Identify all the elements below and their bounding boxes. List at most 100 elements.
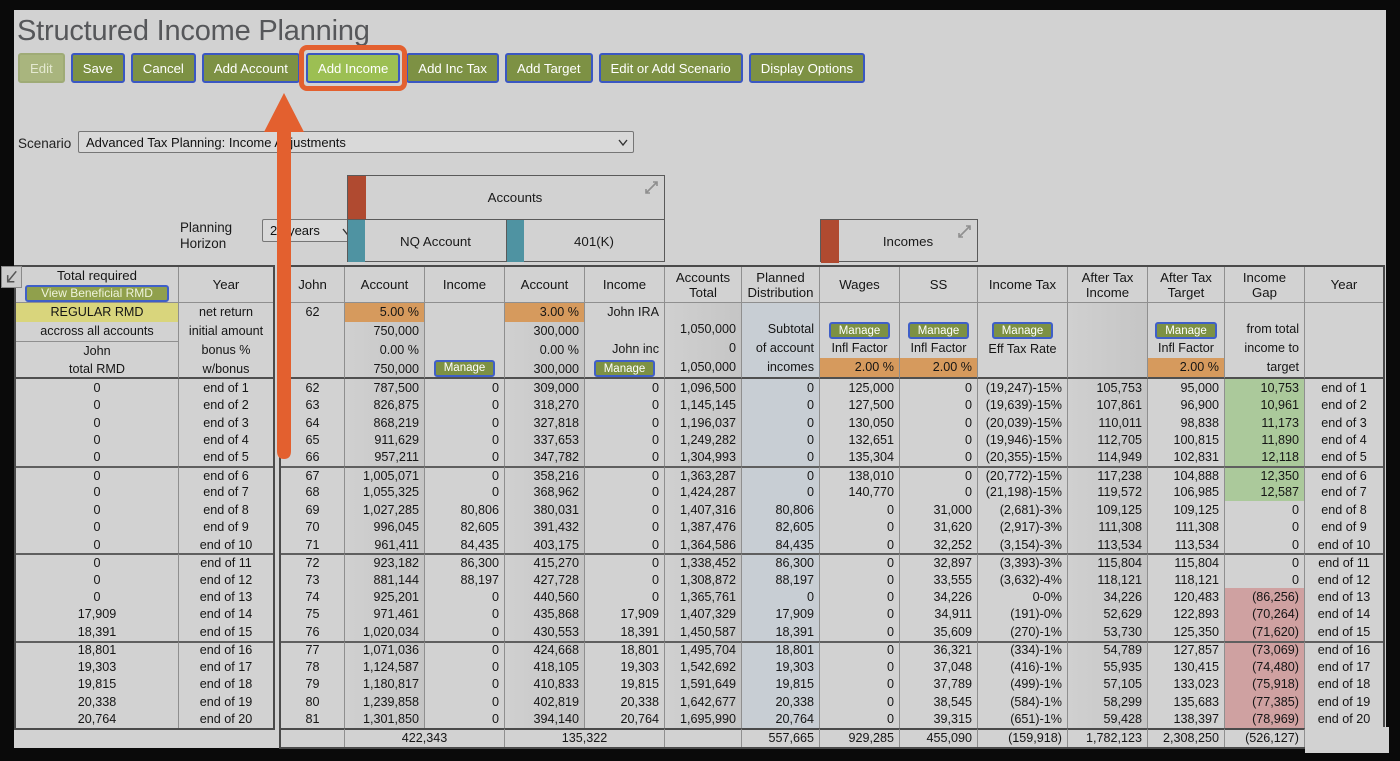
red-grip-bar[interactable] [821, 220, 839, 263]
setup-line: 1,050,000 [679, 360, 736, 374]
add-income-button[interactable]: Add Income [305, 53, 401, 83]
setup-line: John IRA [607, 305, 659, 319]
setup-line: 750,000 [373, 324, 419, 338]
edit-or-add-scenario-button[interactable]: Edit or Add Scenario [598, 53, 743, 83]
rmd-cell: 0 [16, 553, 179, 571]
data-cell: (334)-1% [978, 640, 1068, 658]
collapse-table-icon[interactable] [1, 266, 22, 288]
data-cell: 1,027,285 [345, 501, 425, 519]
red-grip-bar[interactable] [348, 176, 366, 219]
data-cell: 37,789 [900, 675, 978, 693]
rmd-setup-line: total RMD [69, 362, 125, 376]
column-header: Income Gap [1225, 267, 1305, 303]
data-cell: 1,124,587 [345, 658, 425, 676]
rmd-setup-year-line: initial amount [188, 324, 264, 338]
setup-line [585, 322, 664, 340]
totals-cell [281, 727, 345, 747]
manage-button[interactable]: Manage [991, 322, 1054, 340]
data-cell: 127,500 [820, 396, 900, 414]
year-cell: end of 9 [203, 520, 249, 535]
add-account-button[interactable]: Add Account [201, 53, 300, 83]
column-header: Planned Distribution [742, 267, 820, 303]
add-income-highlight-box: Add Income [298, 45, 408, 91]
totals-cell: 2,308,250 [1148, 727, 1225, 747]
data-cell: 1,407,329 [665, 605, 742, 624]
data-cell: 1,055,325 [345, 483, 425, 502]
data-cell: 138,397 [1148, 710, 1225, 728]
data-cell: 138,010 [820, 466, 900, 484]
add-target-button[interactable]: Add Target [504, 53, 593, 83]
year-cell: end of 6 [179, 466, 273, 483]
manage-button[interactable]: Manage [828, 322, 891, 339]
rmd-year-header: Year [179, 267, 273, 303]
data-cell: 309,000 [505, 379, 585, 397]
data-cell: 1,071,036 [345, 640, 425, 658]
data-cell: 0 [742, 466, 820, 484]
data-cell: 53,730 [1068, 623, 1148, 641]
cancel-button[interactable]: Cancel [130, 53, 196, 83]
column-header: John [281, 267, 345, 303]
data-cell: 0 [425, 658, 505, 676]
display-options-button[interactable]: Display Options [748, 53, 866, 83]
rmd-cell: 0 [16, 588, 179, 606]
setup-line: Manage [900, 321, 977, 339]
data-cell: 0 [820, 570, 900, 589]
data-cell: (2,681)-3% [978, 501, 1068, 519]
data-cell: 0 [820, 501, 900, 519]
totals-cell: 929,285 [820, 727, 900, 747]
setup-cell [1068, 303, 1148, 379]
data-cell: 34,226 [1068, 588, 1148, 606]
manage-button[interactable]: Manage [1155, 322, 1217, 339]
data-cell: 0 [585, 413, 665, 432]
data-cell: 0 [585, 553, 665, 571]
data-cell: 20,338 [585, 692, 665, 711]
account-group-401k[interactable]: 401(K) [506, 220, 664, 262]
data-cell: 1,239,858 [345, 692, 425, 711]
data-cell: 1,695,990 [665, 710, 742, 728]
edit-button[interactable]: Edit [18, 53, 65, 83]
manage-button[interactable]: Manage [907, 322, 970, 339]
data-cell: 0 [820, 588, 900, 606]
data-cell: 32,252 [900, 535, 978, 554]
data-cell: 0 [900, 396, 978, 414]
data-cell: 0 [425, 396, 505, 414]
data-cell: 391,432 [505, 518, 585, 536]
account-group-nq[interactable]: NQ Account [348, 220, 506, 262]
data-cell: 18,391 [585, 623, 665, 641]
setup-line: 0 [728, 341, 736, 355]
data-cell: 0 [585, 466, 665, 484]
data-cell: 1,096,500 [665, 379, 742, 397]
view-beneficial-rmd-button[interactable]: View Beneficial RMD [25, 284, 169, 302]
data-cell: 88,197 [425, 570, 505, 589]
manage-button[interactable]: Manage [433, 359, 496, 377]
data-cell: 109,125 [1068, 501, 1148, 519]
scenario-select[interactable]: Advanced Tax Planning: Income Adjustment… [78, 131, 634, 153]
data-cell: 132,651 [820, 431, 900, 449]
data-cell: 120,483 [1148, 588, 1225, 606]
data-cell: 39,315 [900, 710, 978, 728]
data-cell: (3,154)-3% [978, 535, 1068, 554]
data-cell: 957,211 [345, 448, 425, 467]
data-cell: 0 [585, 518, 665, 536]
save-button[interactable]: Save [70, 53, 125, 83]
data-cell: 961,411 [345, 535, 425, 554]
manage-button[interactable]: Manage [593, 360, 656, 377]
data-cell: 0 [425, 588, 505, 606]
rmd-setup-line: John [16, 341, 178, 360]
expand-icon[interactable] [957, 224, 972, 239]
data-cell: (584)-1% [978, 692, 1068, 711]
data-cell: 12,350 [1225, 466, 1305, 484]
totals-cell: 557,665 [742, 727, 820, 747]
data-cell: 1,642,677 [665, 692, 742, 711]
add-inc-tax-button[interactable]: Add Inc Tax [406, 53, 499, 83]
column-header: Income Tax [978, 267, 1068, 303]
data-cell: 1,450,587 [665, 623, 742, 641]
setup-line [1225, 303, 1304, 320]
planning-horizon-label: Planning Horizon [180, 220, 233, 251]
data-cell: 318,270 [505, 396, 585, 414]
scenario-label: Scenario [18, 136, 72, 151]
expand-icon[interactable] [644, 180, 659, 195]
setup-line [1305, 340, 1383, 359]
data-cell: 38,545 [900, 692, 978, 711]
planning-horizon-select[interactable]: 20 years [262, 219, 358, 242]
